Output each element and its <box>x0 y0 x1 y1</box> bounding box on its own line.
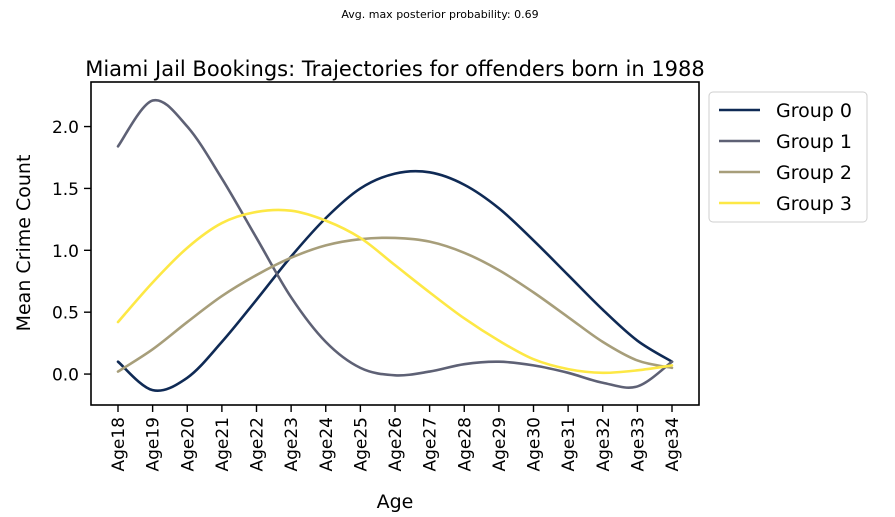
x-tick-label: Age22 <box>248 417 268 472</box>
legend-label: Group 2 <box>776 162 852 184</box>
x-tick-label: Age19 <box>144 417 164 472</box>
x-tick-label: Age20 <box>178 417 198 472</box>
x-tick-label: Age27 <box>421 417 441 472</box>
x-tick-label: Age18 <box>109 417 129 472</box>
chart-title: Miami Jail Bookings: Trajectories for of… <box>85 57 705 81</box>
x-tick-label: Age34 <box>663 417 683 472</box>
x-tick-label: Age24 <box>317 417 337 472</box>
series-lines <box>116 98 674 393</box>
y-tick-label: 1.0 <box>52 242 79 262</box>
x-tick-label: Age33 <box>628 417 648 472</box>
x-tick-label: Age25 <box>351 417 371 472</box>
x-tick-label: Age28 <box>455 417 475 472</box>
series-line-group-3 <box>116 208 674 375</box>
x-ticks: Age18 Age19 Age20 Age21 Age22 Age23 Age24 Age25… <box>109 405 683 472</box>
plot-frame <box>90 81 700 406</box>
y-tick-label: 0.5 <box>52 304 79 324</box>
y-axis-label: Mean Crime Count <box>13 155 35 332</box>
legend-box <box>708 91 868 223</box>
y-tick-label: 2.0 <box>52 118 79 138</box>
x-tick-label: Age23 <box>282 417 302 472</box>
x-axis-label: Age <box>377 491 414 513</box>
figure-suptitle: Avg. max posterior probability: 0.69 <box>341 8 538 21</box>
x-tick-label: Age31 <box>559 417 579 472</box>
series-line-group-0 <box>116 169 674 393</box>
x-tick-label: Age26 <box>386 417 406 472</box>
series-line-group-1 <box>116 98 674 389</box>
x-tick-label: Age21 <box>213 417 233 472</box>
x-tick-label: Age30 <box>525 417 545 472</box>
legend: Group 0 Group 1 Group 2 Group 3 <box>708 91 868 223</box>
y-tick-label: 0.0 <box>52 366 79 386</box>
x-tick-label: Age29 <box>490 417 510 472</box>
y-ticks: 0.0 0.5 1.0 1.5 2.0 <box>52 118 91 386</box>
legend-label: Group 1 <box>776 131 852 153</box>
x-tick-label: Age32 <box>594 417 614 472</box>
legend-label: Group 3 <box>776 193 852 215</box>
legend-label: Group 0 <box>776 100 852 122</box>
y-tick-label: 1.5 <box>52 180 79 200</box>
series-line-group-2 <box>116 236 674 373</box>
